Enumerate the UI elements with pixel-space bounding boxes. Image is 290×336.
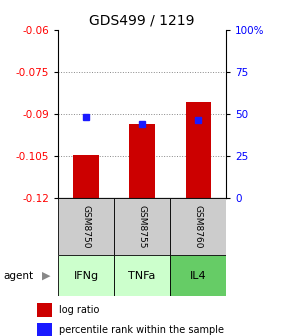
Text: agent: agent xyxy=(3,270,33,281)
Text: IFNg: IFNg xyxy=(73,270,99,281)
Text: ▶: ▶ xyxy=(42,270,51,281)
Bar xyxy=(37,303,52,317)
Text: TNFa: TNFa xyxy=(128,270,156,281)
Bar xyxy=(186,102,211,198)
Bar xyxy=(37,323,52,336)
Text: GSM8755: GSM8755 xyxy=(137,205,147,249)
Bar xyxy=(58,255,114,296)
Title: GDS499 / 1219: GDS499 / 1219 xyxy=(89,14,195,28)
Bar xyxy=(73,155,99,198)
Bar xyxy=(170,198,226,255)
Text: IL4: IL4 xyxy=(190,270,206,281)
Bar xyxy=(114,198,170,255)
Text: percentile rank within the sample: percentile rank within the sample xyxy=(59,326,224,335)
Text: GSM8750: GSM8750 xyxy=(81,205,90,249)
Text: log ratio: log ratio xyxy=(59,305,100,315)
Bar xyxy=(170,255,226,296)
Bar xyxy=(58,198,114,255)
Bar xyxy=(130,124,155,198)
Bar xyxy=(114,255,170,296)
Text: GSM8760: GSM8760 xyxy=(194,205,203,249)
